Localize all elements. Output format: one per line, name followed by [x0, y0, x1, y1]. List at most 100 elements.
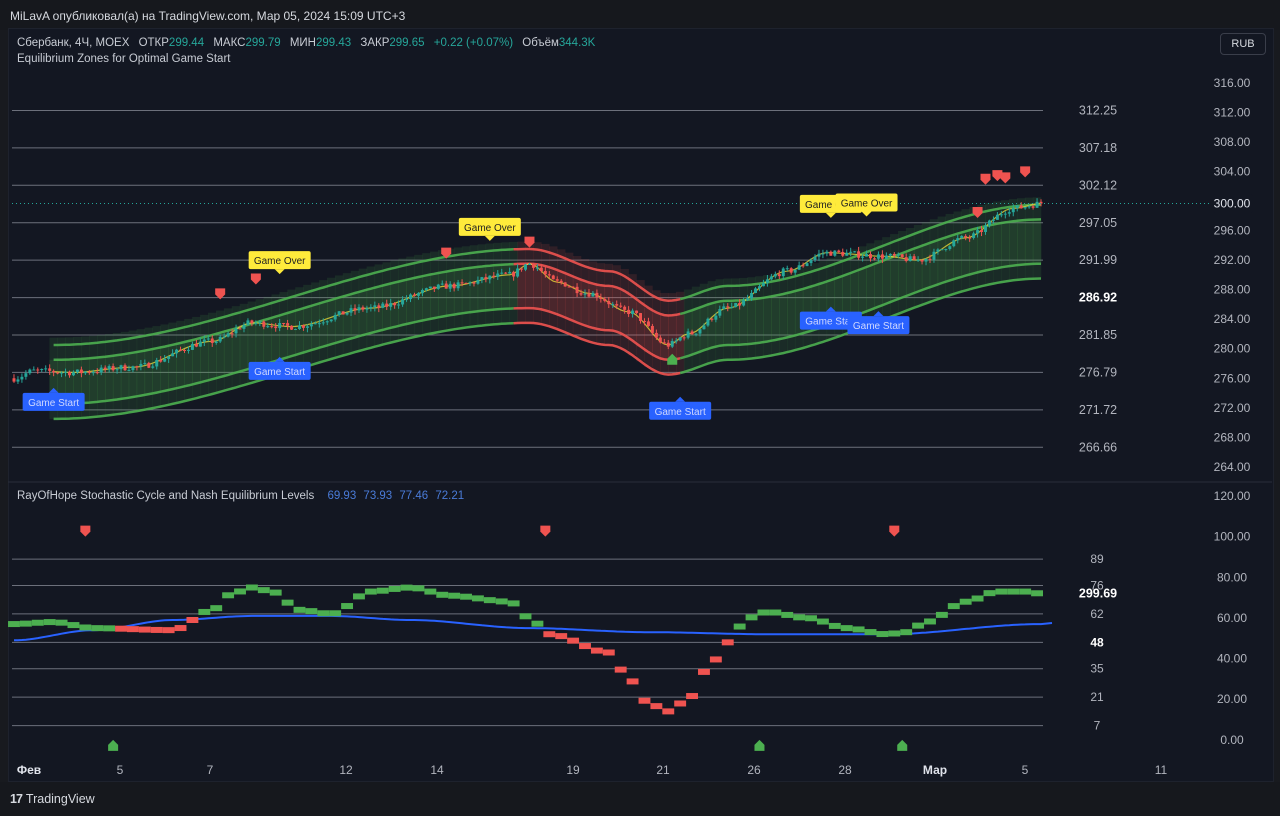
candle: [171, 353, 175, 357]
candle: [448, 283, 452, 289]
price-axis-tick: 272.00: [1214, 401, 1251, 415]
band-core: [866, 265, 875, 310]
band-fill: [755, 276, 764, 358]
stoch-step: [733, 623, 746, 630]
label-pointer: [675, 396, 686, 402]
band-fill: [247, 301, 257, 383]
main-legend: Сбербанк, 4Ч, MOEX ОТКР299.44 МАКС299.79…: [17, 37, 601, 49]
band-core: [739, 300, 748, 345]
candle: [436, 284, 440, 289]
stoch-step: [721, 639, 734, 646]
candle: [218, 336, 222, 342]
candle: [865, 254, 869, 257]
tradingview-logo[interactable]: 17 TradingView: [10, 792, 95, 806]
band-core: [73, 359, 82, 404]
stoch-step: [995, 588, 1008, 595]
stoch-step: [602, 649, 615, 656]
osc-axis-tick: 40.00: [1217, 652, 1247, 666]
stoch-step: [638, 697, 651, 704]
candle: [757, 286, 761, 289]
buy-marker: [667, 353, 678, 365]
candle: [294, 329, 298, 331]
last-price-label: 300.00: [1214, 197, 1251, 211]
stoch-step: [198, 608, 211, 615]
stoch-step: [281, 599, 294, 606]
candle: [884, 255, 888, 259]
candle: [60, 372, 64, 374]
stoch-step: [448, 592, 461, 599]
candle: [619, 305, 623, 307]
currency-button[interactable]: RUB: [1220, 33, 1266, 55]
candle: [325, 321, 329, 323]
stoch-step: [757, 609, 770, 616]
sell-marker: [972, 207, 983, 219]
candle: [892, 253, 896, 256]
band-core: [104, 356, 114, 401]
sub-legend[interactable]: RayOfHope Stochastic Cycle and Nash Equi…: [17, 490, 464, 502]
band-fill: [104, 334, 114, 416]
band-core: [144, 349, 154, 395]
candle: [353, 308, 357, 311]
band-fill: [49, 337, 58, 419]
candle: [591, 292, 595, 297]
candle: [928, 258, 932, 260]
candle: [944, 248, 948, 250]
label-box: [22, 392, 85, 411]
band-fill: [715, 279, 725, 361]
candle: [198, 341, 202, 347]
stoch-step: [698, 668, 710, 675]
band-core: [461, 268, 471, 313]
osc-buy-marker: [897, 739, 908, 751]
candle: [234, 328, 238, 334]
price-axis-tick: 292.00: [1214, 253, 1251, 267]
candle: [155, 360, 159, 367]
band-core: [223, 330, 233, 375]
candle: [599, 297, 603, 299]
band-fill: [739, 277, 748, 360]
candle: [480, 277, 484, 281]
time-axis-tick: 11: [1155, 763, 1168, 777]
band-core: [485, 265, 495, 310]
game-over-label: Game Over: [458, 217, 521, 241]
candle: [369, 306, 373, 309]
candle: [777, 274, 781, 277]
label-pointer: [48, 387, 59, 393]
candle: [674, 340, 678, 342]
stoch-step: [483, 597, 496, 604]
band-core: [977, 227, 986, 272]
band-fill: [826, 257, 836, 340]
candle: [742, 300, 746, 306]
candle: [361, 307, 365, 310]
osc-axis-tick: 120.00: [1214, 489, 1251, 503]
candle: [432, 286, 436, 289]
candle: [412, 294, 416, 296]
price-axis-tick: 284.00: [1214, 312, 1251, 326]
volume-label: Объём: [522, 37, 559, 49]
band-core: [342, 295, 352, 340]
candle: [888, 253, 892, 256]
stoch-step: [150, 626, 163, 633]
candle: [833, 250, 837, 256]
stoch-step: [388, 585, 401, 592]
band-fill: [866, 243, 875, 325]
candle: [995, 214, 999, 220]
band-line-2: [53, 262, 514, 362]
candle: [190, 343, 194, 350]
candle: [52, 370, 56, 373]
stoch-step: [19, 620, 32, 627]
chart-frame[interactable]: [8, 28, 1274, 782]
candle: [476, 280, 480, 284]
band-core: [771, 295, 780, 340]
candle: [690, 331, 694, 335]
candle: [932, 251, 936, 260]
candle: [175, 349, 179, 354]
indicator-legend[interactable]: Equilibrium Zones for Optimal Game Start: [17, 53, 236, 65]
candle: [107, 366, 111, 370]
candle: [662, 342, 666, 344]
band-fill: [525, 241, 534, 323]
band-core: [422, 275, 431, 320]
candle: [853, 251, 857, 253]
time-axis-tick: 5: [117, 763, 124, 777]
band-fill: [89, 335, 98, 418]
